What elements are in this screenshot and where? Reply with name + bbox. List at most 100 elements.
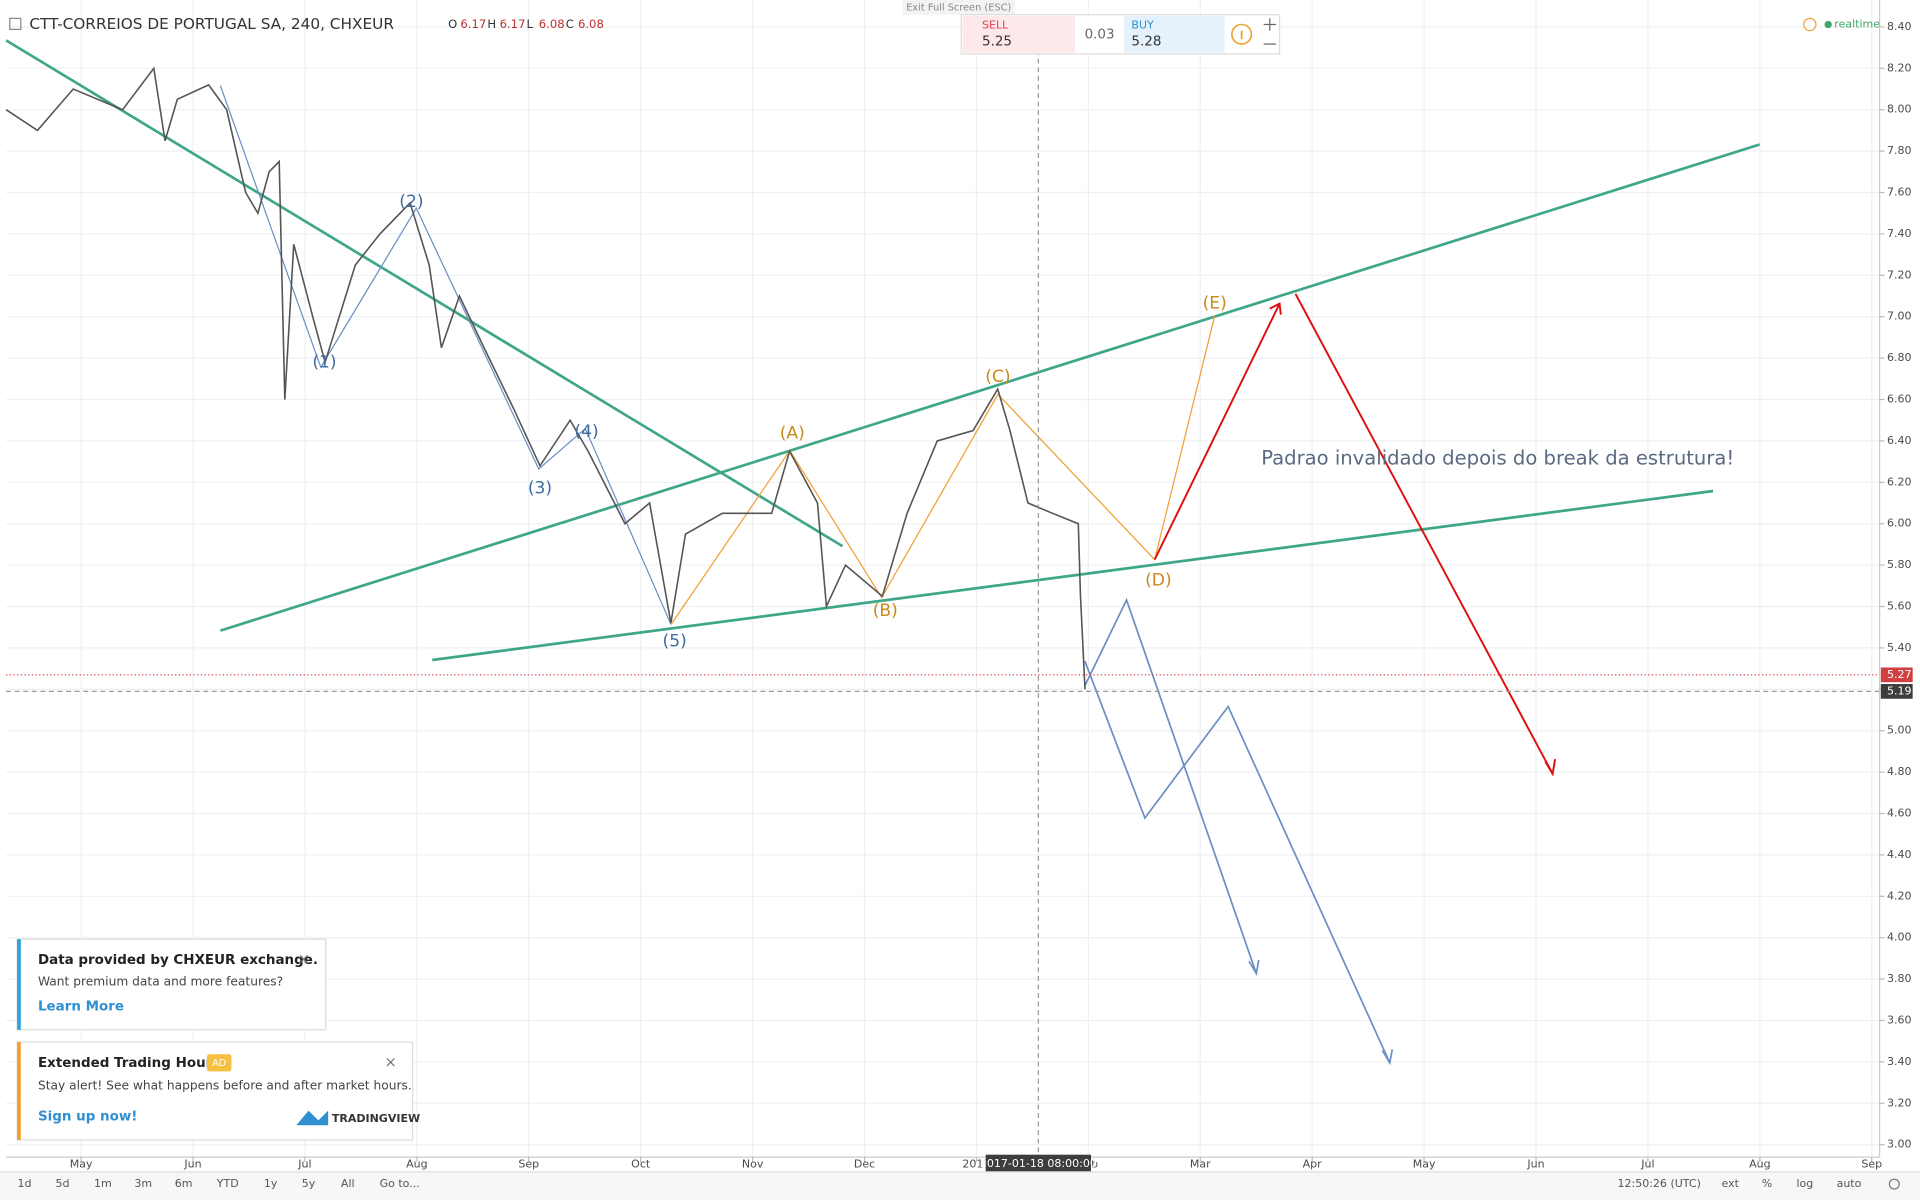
crosshair-date: 2017-01-18 08:00:00 bbox=[980, 1157, 1097, 1170]
badge-bg bbox=[206, 1054, 232, 1072]
drawings bbox=[5, 39, 1760, 1066]
y-tick-label: 4.40 bbox=[1887, 848, 1912, 861]
x-tick-label: May bbox=[1413, 1157, 1436, 1170]
range-button[interactable]: 1m bbox=[94, 1177, 112, 1190]
buy-label[interactable]: BUY bbox=[1131, 19, 1154, 32]
last-price-label: 5.27 bbox=[1887, 668, 1912, 681]
y-tick-label: 5.60 bbox=[1887, 600, 1912, 613]
notification-link[interactable]: Learn More bbox=[38, 1000, 124, 1015]
y-tick-label: 6.20 bbox=[1887, 475, 1912, 488]
notification-link[interactable]: Sign up now! bbox=[38, 1110, 137, 1125]
option-button[interactable]: log bbox=[1796, 1177, 1813, 1190]
plot: (1) (2) (3) (4) (5) (A) (B) (C) (D) (E) bbox=[5, 66, 1880, 692]
range-button[interactable]: YTD bbox=[216, 1177, 239, 1190]
x-tick-label: Jul bbox=[1640, 1157, 1654, 1170]
sell-button[interactable] bbox=[962, 15, 1076, 53]
option-button[interactable]: auto bbox=[1837, 1177, 1862, 1190]
y-tick-label: 4.60 bbox=[1887, 807, 1912, 820]
range-button[interactable]: 6m bbox=[175, 1177, 193, 1190]
status-dot bbox=[1824, 20, 1832, 29]
option-button[interactable]: % bbox=[1762, 1177, 1772, 1190]
wave-label: (E) bbox=[1203, 294, 1227, 314]
price-line bbox=[5, 66, 1086, 690]
y-tick-label: 8.00 bbox=[1887, 103, 1912, 116]
range-button[interactable]: 5y bbox=[302, 1177, 316, 1190]
brand: TRADINGVIEW bbox=[332, 1112, 420, 1125]
sell-price[interactable]: 5.25 bbox=[982, 35, 1012, 50]
x-tick-label: Sep bbox=[1861, 1157, 1882, 1170]
x-tick-label: Aug bbox=[1749, 1157, 1771, 1170]
y-tick-label: 7.60 bbox=[1887, 186, 1912, 199]
wave-label: (D) bbox=[1145, 570, 1172, 590]
notification-accent bbox=[17, 939, 21, 1030]
status: realtime bbox=[1834, 17, 1880, 30]
x-tick-label: Sep bbox=[518, 1157, 539, 1170]
y-tick-label: 3.20 bbox=[1887, 1096, 1912, 1109]
option-button[interactable]: ext bbox=[1721, 1177, 1739, 1190]
y-tick-label: 8.40 bbox=[1887, 20, 1912, 33]
notification-title: Extended Trading Hours bbox=[38, 1056, 220, 1071]
exit-fullscreen[interactable]: Exit Full Screen (ESC) bbox=[906, 2, 1011, 13]
settings-icon[interactable] bbox=[1888, 1178, 1900, 1190]
y-tick-label: 6.40 bbox=[1887, 434, 1912, 447]
x-tick-label: Jun bbox=[183, 1157, 201, 1170]
ohlc-value: 6.08 bbox=[539, 17, 565, 31]
goto-button[interactable]: Go to... bbox=[380, 1177, 420, 1190]
buy-button[interactable] bbox=[1124, 15, 1225, 53]
wave-label: (1) bbox=[312, 352, 336, 372]
x-tick-label: Jun bbox=[1526, 1157, 1544, 1170]
badge: AD bbox=[212, 1058, 226, 1069]
buy-price[interactable]: 5.28 bbox=[1131, 35, 1161, 50]
arrow-head bbox=[1248, 959, 1260, 976]
y-tick-label: 5.40 bbox=[1887, 641, 1912, 654]
range-button[interactable]: 1d bbox=[17, 1177, 31, 1190]
wave-label: (A) bbox=[780, 423, 805, 443]
x-tick-label: Nov bbox=[742, 1157, 764, 1170]
y-tick-label: 7.20 bbox=[1887, 268, 1912, 281]
y-tick-label: 6.00 bbox=[1887, 517, 1912, 530]
y-tick-label: 4.80 bbox=[1887, 765, 1912, 778]
toolbar-items: 1d 5d 1m 3m 6m YTD 1y 5y All Go to... ext% log auto bbox=[17, 1177, 1861, 1190]
y-tick-label: 6.80 bbox=[1887, 351, 1912, 364]
notification-text: Stay alert! See what happens before and … bbox=[38, 1079, 412, 1093]
ohlc: O 6.17 H 6.17 L 6.08 C 6.08 bbox=[448, 17, 604, 31]
notification-text: Want premium data and more features? bbox=[38, 975, 283, 989]
x-tick-label: Mar bbox=[1190, 1157, 1211, 1170]
arrow-head bbox=[1381, 1049, 1394, 1066]
wave-label: (5) bbox=[663, 632, 687, 652]
y-tick-label: 3.60 bbox=[1887, 1014, 1912, 1027]
wave-label: (C) bbox=[985, 367, 1010, 387]
range-button[interactable]: All bbox=[341, 1177, 355, 1190]
range-button[interactable]: 3m bbox=[134, 1177, 152, 1190]
sell-label[interactable]: SELL bbox=[982, 19, 1009, 32]
arrow bbox=[1294, 293, 1554, 775]
ohlc-label: H bbox=[487, 17, 496, 31]
range-button[interactable]: 5d bbox=[55, 1177, 69, 1190]
symbol-title: CTT-CORREIOS DE PORTUGAL SA, 240, CHXEUR bbox=[29, 15, 394, 33]
arrow bbox=[1153, 303, 1281, 561]
ohlc-value: 6.08 bbox=[578, 17, 604, 31]
notifications: Data provided by CHXEUR exchange. Want p… bbox=[16, 938, 420, 1141]
wave-path bbox=[670, 315, 1216, 625]
y-tick-label: 5.80 bbox=[1887, 558, 1912, 571]
collapse-icon[interactable] bbox=[9, 17, 22, 30]
close-button[interactable]: × bbox=[298, 951, 310, 968]
wave-label: (2) bbox=[399, 192, 423, 212]
info-icon[interactable] bbox=[1231, 23, 1253, 45]
range-button[interactable]: 1y bbox=[264, 1177, 278, 1190]
close-button[interactable]: × bbox=[384, 1054, 396, 1071]
trade-panel: SELL 5.25 0.03 BUY 5.28 bbox=[960, 14, 1281, 55]
y-tick-label: 4.00 bbox=[1887, 931, 1912, 944]
notification-accent bbox=[17, 1042, 21, 1140]
ohlc-label: C bbox=[566, 17, 574, 31]
last-price-box bbox=[1880, 667, 1913, 683]
y-tick-label: 5.00 bbox=[1887, 724, 1912, 737]
axes: 3.00 3.20 3.40 3.60 3.80 4.00 4.20 4.40 4.60 4.80… bbox=[70, 20, 1913, 1170]
notification-box bbox=[16, 938, 327, 1031]
exit-fullscreen-bg[interactable] bbox=[902, 0, 1016, 15]
toolbar bbox=[0, 1171, 1920, 1200]
y-tick-label: 4.20 bbox=[1887, 889, 1912, 902]
ohlc-label: O bbox=[448, 17, 457, 31]
